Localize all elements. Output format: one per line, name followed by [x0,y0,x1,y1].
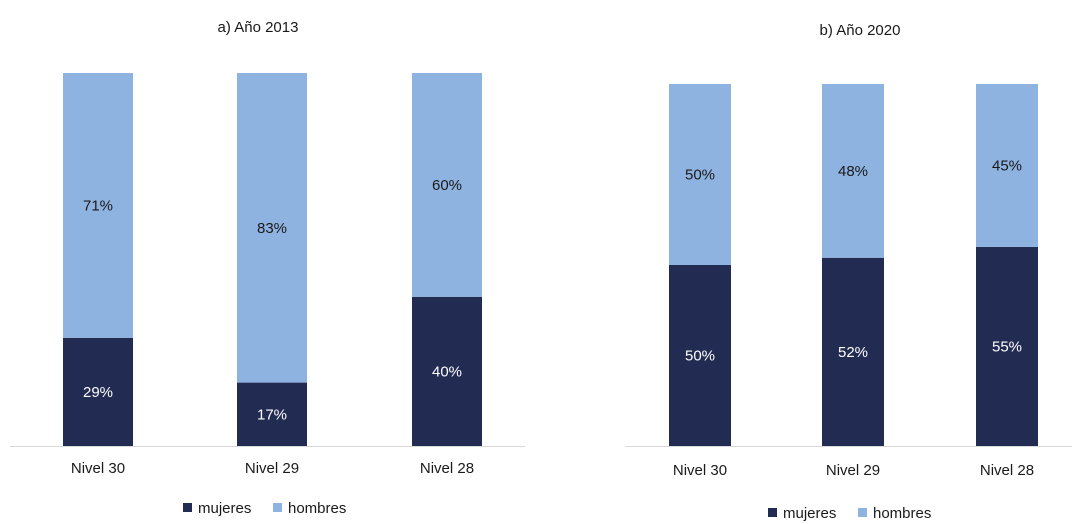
legend-swatch-mujeres [768,508,777,517]
chart-a: a) Año 2013 29% 71% Nivel 30 17% 83% Nivel 29 4… [10,19,525,517]
bar-hombres-nivel-29 [237,73,307,383]
data-label: 55% [992,338,1022,355]
data-label: 83% [257,220,287,237]
bar-mujeres-nivel-28 [976,246,1038,446]
x-tick-label: Nivel 28 [420,460,474,477]
chart-title: b) Año 2020 [820,22,901,39]
bar-mujeres-nivel-30 [669,265,731,446]
bar-hombres-nivel-29 [822,84,884,258]
data-label: 52% [838,344,868,361]
data-label: 45% [992,157,1022,174]
bar-hombres-nivel-30 [63,73,133,338]
legend-label-hombres: hombres [873,505,931,522]
data-label: 40% [432,363,462,380]
x-tick-label: Nivel 29 [826,462,880,479]
data-label: 29% [83,384,113,401]
chart-b: b) Año 2020 50% 50% Nivel 30 52% 48% Nivel 29 5… [625,22,1072,522]
x-tick-label: Nivel 30 [673,462,727,479]
data-label: 50% [685,167,715,184]
legend-label-mujeres: mujeres [198,500,251,517]
bar-hombres-nivel-28 [412,73,482,297]
legend-swatch-mujeres [183,503,192,512]
x-tick-label: Nivel 30 [71,460,125,477]
bar-mujeres-nivel-28 [412,296,482,446]
legend-label-hombres: hombres [288,500,346,517]
data-label: 71% [83,197,113,214]
bar-mujeres-nivel-29 [822,257,884,446]
data-label: 50% [685,348,715,365]
data-label: 17% [257,406,287,423]
legend-label-mujeres: mujeres [783,505,836,522]
data-label: 48% [838,163,868,180]
bar-hombres-nivel-28 [976,84,1038,247]
x-tick-label: Nivel 28 [980,462,1034,479]
bar-mujeres-nivel-29 [237,382,307,446]
x-tick-label: Nivel 29 [245,460,299,477]
legend-swatch-hombres [858,508,867,517]
bar-mujeres-nivel-30 [63,337,133,446]
data-label: 60% [432,177,462,194]
legend-swatch-hombres [273,503,282,512]
bar-hombres-nivel-30 [669,84,731,265]
chart-title: a) Año 2013 [218,19,299,36]
